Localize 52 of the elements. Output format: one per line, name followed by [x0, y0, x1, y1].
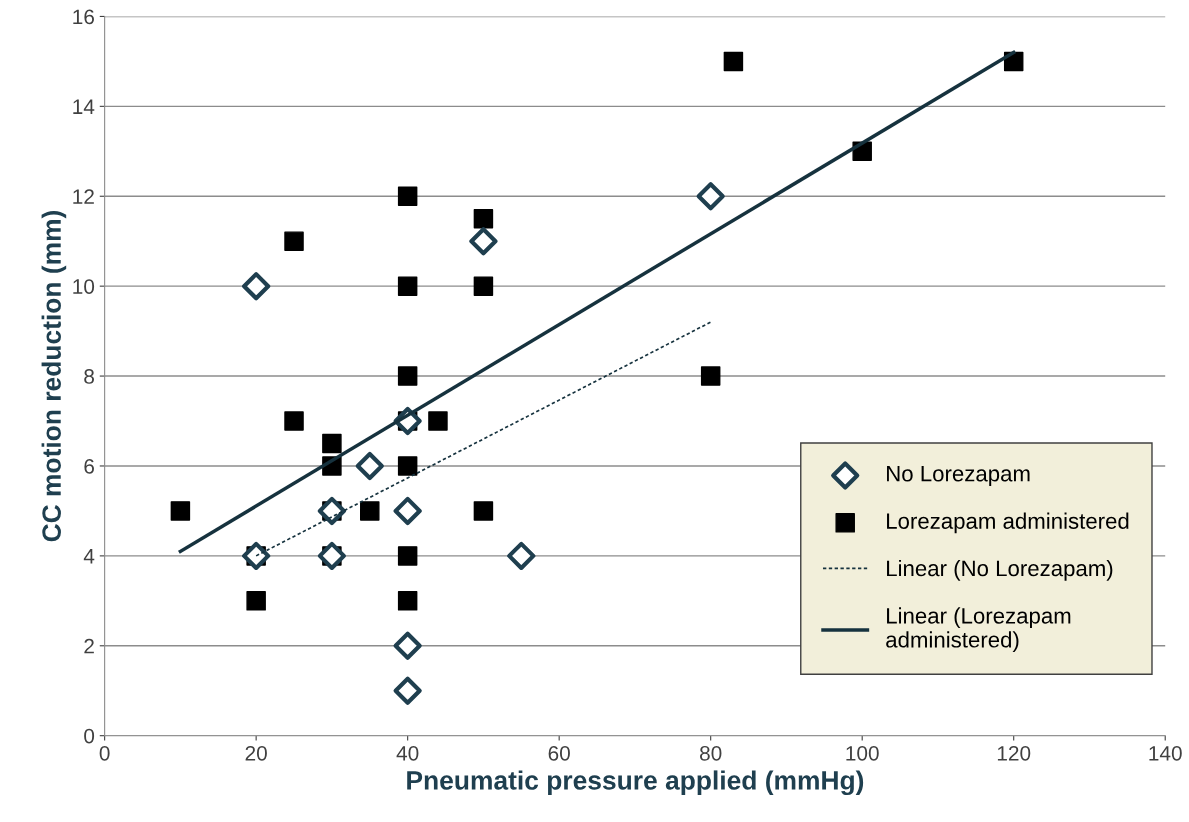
point: [397, 546, 418, 566]
point: [469, 227, 498, 256]
point: [360, 501, 380, 521]
point: [428, 411, 448, 431]
point: [170, 501, 191, 521]
point: [696, 182, 725, 211]
point: [317, 541, 347, 570]
y-axis-title: CC motion reduction (mm): [41, 210, 67, 542]
point: [473, 276, 494, 296]
point: [355, 451, 384, 481]
x-tick-label: 100: [846, 745, 879, 761]
point: [723, 51, 744, 72]
point: [393, 496, 422, 526]
x-tick-label: 20: [245, 745, 267, 761]
y-tick-label: 16: [73, 9, 94, 25]
x-tick-label: 120: [997, 745, 1031, 761]
point: [322, 433, 342, 454]
legend-label: Lorezapam administered: [887, 512, 1129, 534]
point: [397, 591, 418, 611]
point: [284, 231, 304, 251]
x-tick-label: 140: [1149, 745, 1182, 761]
point: [397, 276, 418, 296]
point: [397, 456, 418, 476]
point: [397, 186, 418, 207]
point: [317, 496, 347, 526]
point: [473, 208, 494, 229]
x-tick-label: 0: [99, 745, 110, 761]
y-tick-label: 6: [84, 458, 94, 474]
point: [507, 541, 536, 570]
point: [242, 272, 271, 301]
y-tick-label: 12: [73, 189, 94, 204]
y-tick-label: 2: [84, 638, 94, 654]
legend-label: Linear (No Lorezapam): [887, 559, 1113, 581]
point: [246, 591, 266, 611]
legend-label: Linear (Lorezapam administered): [886, 607, 1071, 652]
y-tick-label: 14: [73, 99, 95, 114]
y-tick-label: 10: [73, 279, 95, 294]
point: [284, 411, 304, 431]
y-tick-label: 0: [84, 728, 95, 744]
legend-label: No Lorezapam: [887, 466, 1030, 486]
point: [700, 366, 721, 386]
x-tick-label: 60: [548, 745, 570, 761]
point: [393, 676, 422, 705]
y-tick-label: 4: [83, 549, 95, 564]
x-axis-title: Pneumatic pressure applied (mmHg): [407, 770, 864, 796]
point: [242, 541, 271, 570]
x-tick-label: 80: [700, 745, 722, 761]
y-tick-label: 8: [84, 369, 94, 384]
x-tick-label: 40: [396, 745, 419, 761]
point: [397, 366, 418, 386]
point: [393, 631, 422, 660]
point: [473, 501, 494, 521]
